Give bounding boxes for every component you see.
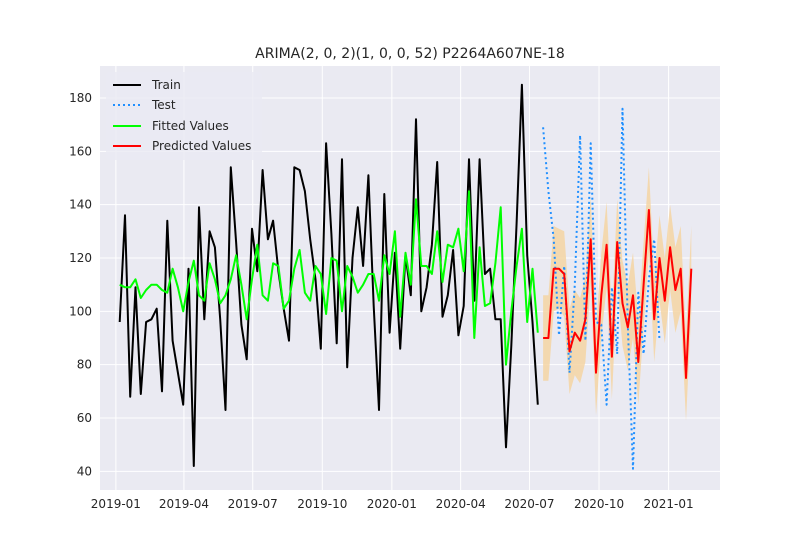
confidence-band — [543, 167, 692, 421]
chart-title: ARIMA(2, 0, 2)(1, 0, 0, 52) P2264A607NE-… — [255, 46, 565, 62]
series-line-predicted-values — [543, 209, 693, 379]
series-line-train — [118, 83, 539, 467]
x-tick-label: 2020-01 — [367, 497, 417, 511]
legend-item-test: Test — [113, 98, 176, 112]
legend-item-fitted-values: Fitted Values — [113, 119, 229, 133]
x-axis-ticks: 2019-01 2019-04 2019-07 2019-10 2020-01 2020-… — [91, 497, 694, 511]
y-tick-label: 100 — [69, 304, 92, 318]
y-tick-label: 120 — [69, 251, 92, 265]
series-layer — [118, 83, 693, 470]
legend-item-train: Train — [113, 78, 181, 92]
series-line-test — [542, 107, 661, 470]
y-tick-label: 80 — [77, 358, 92, 372]
x-tick-label: 2020-07 — [504, 497, 554, 511]
x-tick-label: 2020-04 — [436, 497, 486, 511]
x-tick-label: 2020-10 — [574, 497, 624, 511]
series-line-fitted-values — [119, 190, 539, 366]
legend-label-train: Train — [151, 78, 181, 92]
y-axis-ticks: 40 60 80 100 120 140 160 180 — [69, 91, 92, 478]
y-tick-label: 140 — [69, 198, 92, 212]
x-tick-label: 2019-01 — [91, 497, 141, 511]
legend-item-predicted-values: Predicted Values — [113, 139, 251, 153]
legend-label-predicted-values: Predicted Values — [152, 139, 251, 153]
legend: Train Test Fitted Values Predicted Value… — [106, 72, 262, 160]
y-tick-label: 180 — [69, 91, 92, 105]
confidence-band-layer — [543, 167, 692, 421]
y-tick-label: 160 — [69, 144, 92, 158]
y-tick-label: 40 — [77, 464, 92, 478]
x-tick-label: 2021-01 — [644, 497, 694, 511]
x-tick-label: 2019-04 — [159, 497, 209, 511]
legend-label-test: Test — [151, 98, 176, 112]
legend-box — [106, 72, 262, 160]
y-tick-label: 60 — [77, 411, 92, 425]
x-tick-label: 2019-07 — [228, 497, 278, 511]
x-tick-label: 2019-10 — [297, 497, 347, 511]
legend-label-fitted-values: Fitted Values — [152, 119, 229, 133]
